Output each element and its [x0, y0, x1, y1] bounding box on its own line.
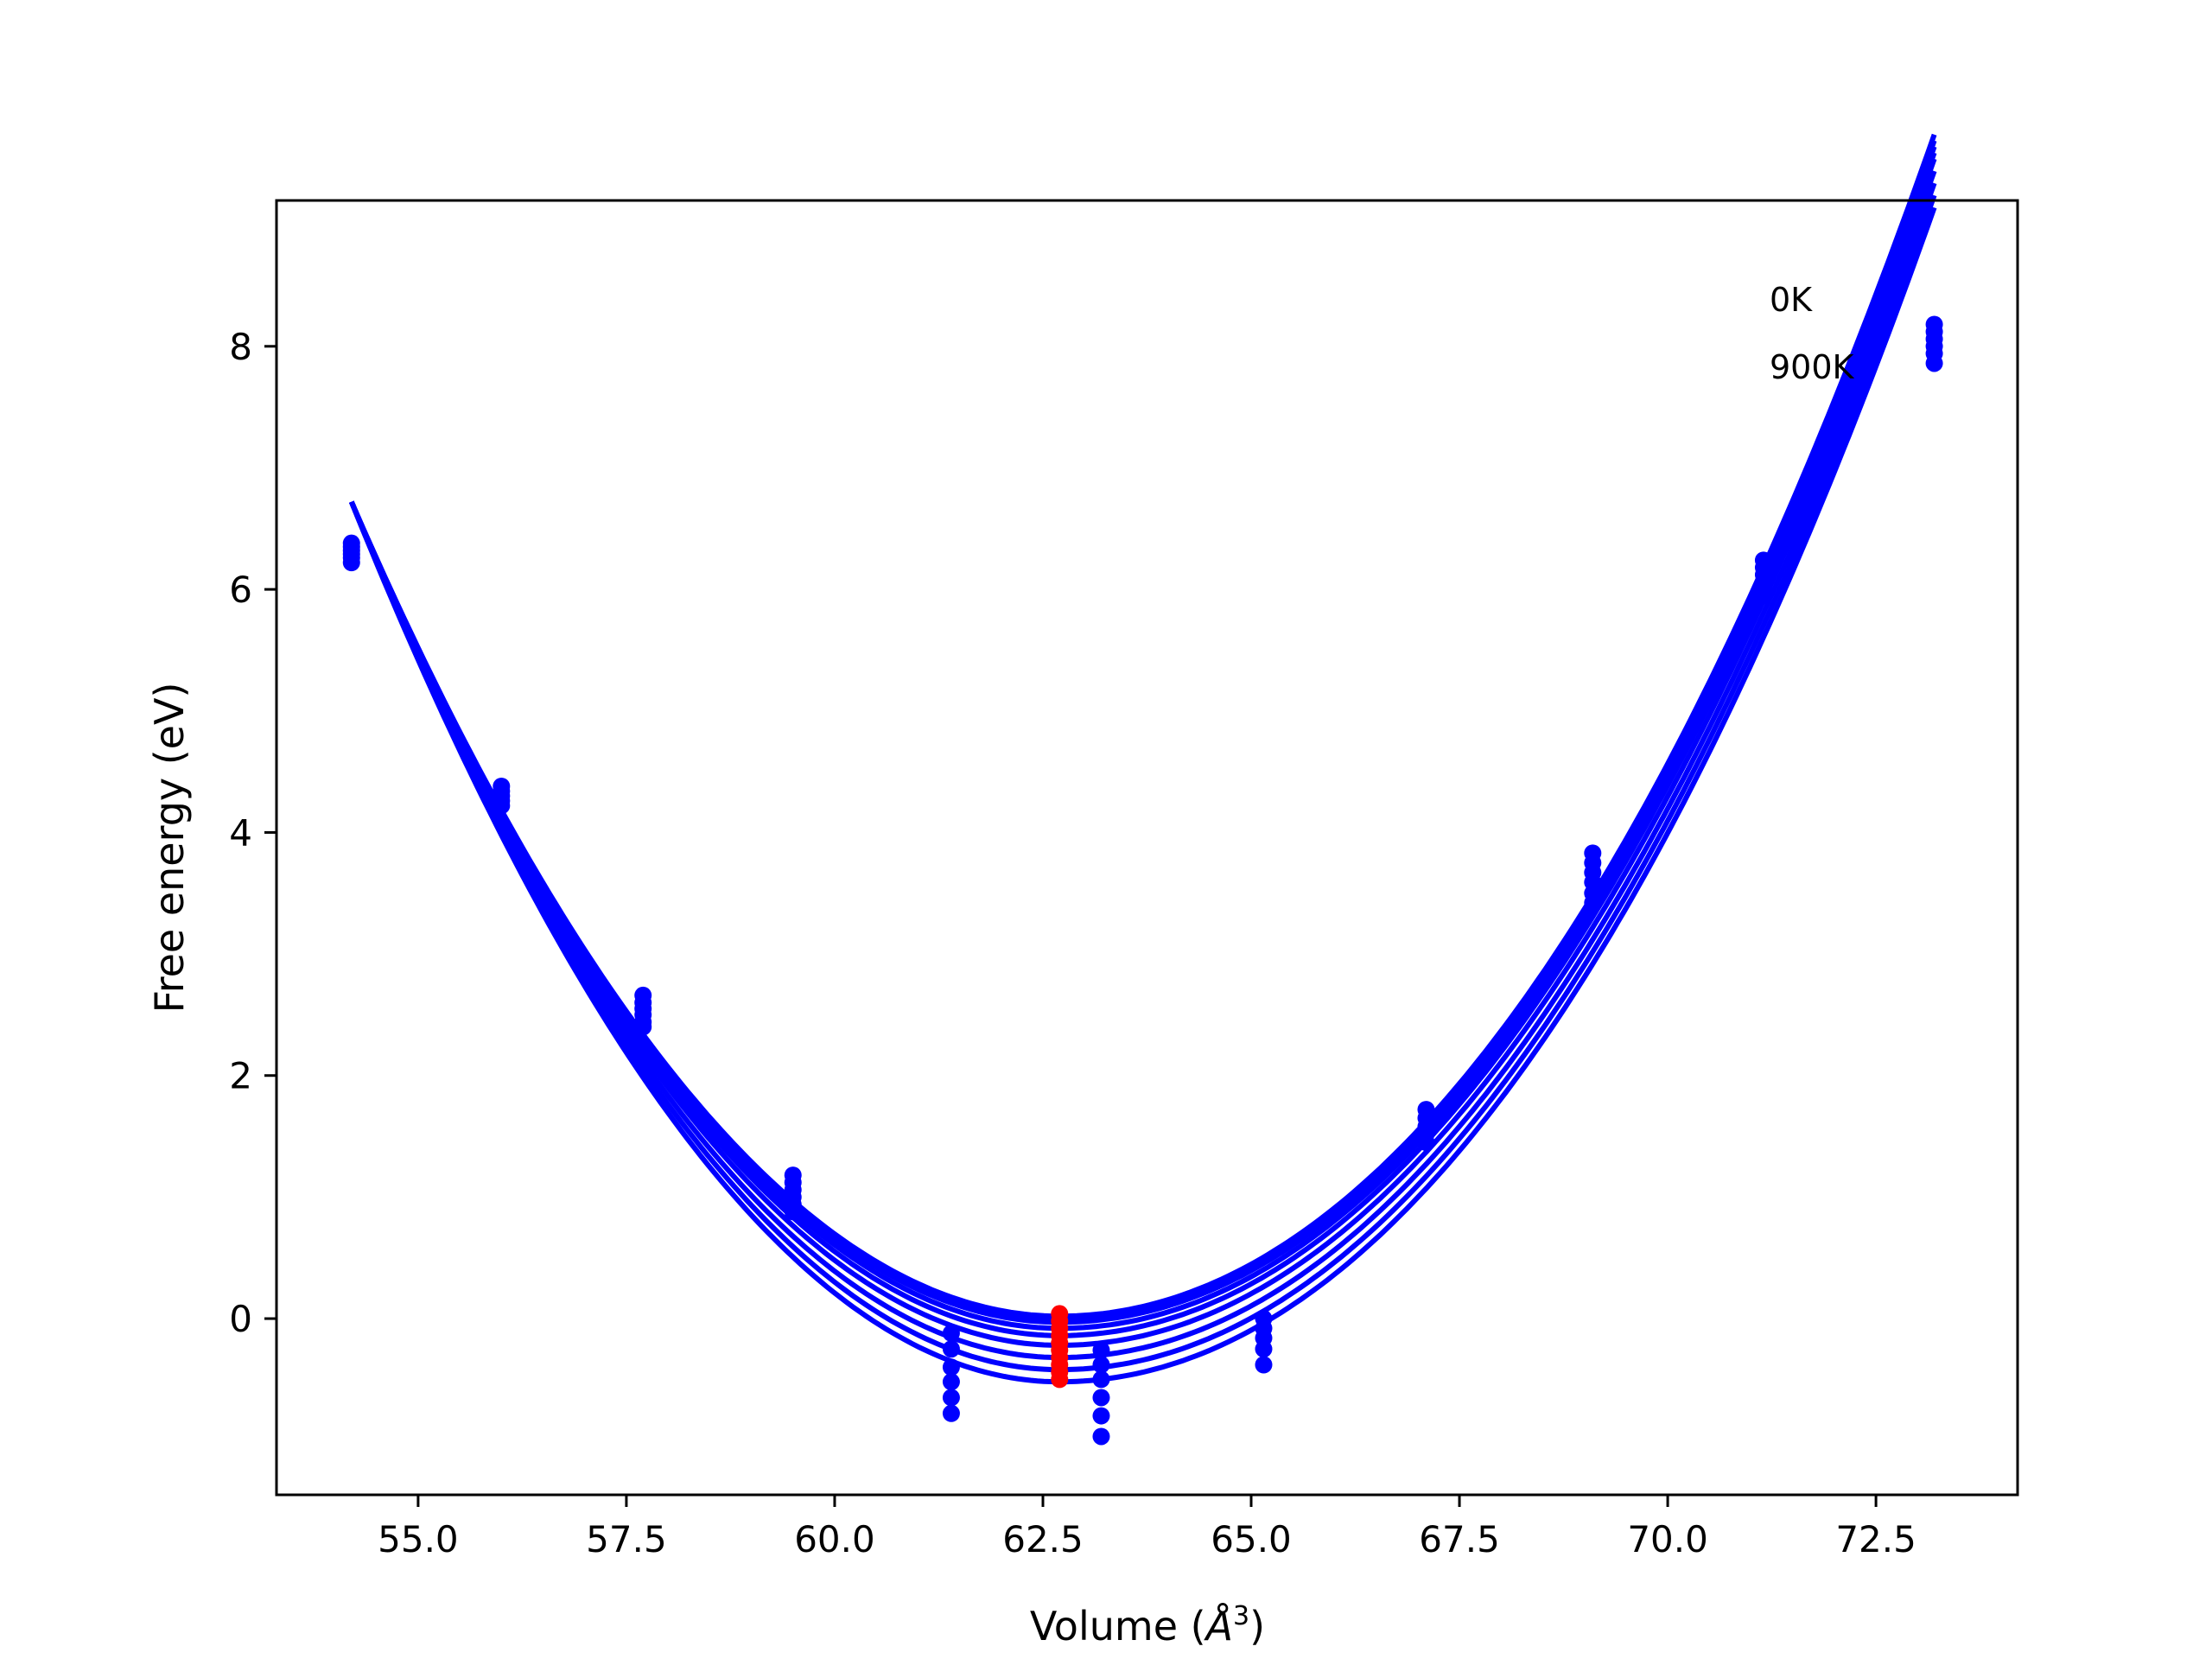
- x-axis-ticks: 55.0 57.5 60.0 62.5 65.0 67.5 70.0 72.5: [378, 1495, 1916, 1560]
- x-tick-label-5: 67.5: [1419, 1518, 1500, 1560]
- y-axis-title: Free energy (eV): [146, 683, 193, 1014]
- x-axis-title-exponent: 3: [1233, 1601, 1249, 1631]
- data-point-6-3: [1255, 1340, 1273, 1358]
- fit-curve-8: [349, 133, 1937, 1319]
- annotation-0k: 0K: [1770, 281, 1813, 319]
- y-tick-label-2: 4: [229, 811, 252, 854]
- data-point-4-0: [942, 1324, 960, 1342]
- y-tick-label-1: 2: [229, 1055, 252, 1097]
- data-point-5-1: [1092, 1356, 1110, 1374]
- data-point-1-4: [493, 797, 511, 815]
- data-point-3-5: [784, 1203, 802, 1221]
- data-point-5-2: [1092, 1370, 1110, 1389]
- data-point-0-5: [342, 554, 360, 572]
- data-point-4-4: [942, 1389, 960, 1407]
- fit-curve-3: [349, 170, 1937, 1348]
- minimum-point-9: [1051, 1370, 1069, 1389]
- data-point-4-5: [942, 1404, 960, 1422]
- x-tick-label-4: 65.0: [1211, 1518, 1292, 1560]
- data-point-7-4: [1417, 1134, 1435, 1152]
- fit-curve-2: [349, 182, 1937, 1360]
- data-point-2-5: [634, 1018, 652, 1036]
- x-tick-label-6: 70.0: [1627, 1518, 1708, 1560]
- x-axis-title-close: ): [1249, 1603, 1265, 1649]
- y-axis-ticks: 0 2 4 6 8: [229, 326, 276, 1340]
- y-tick-label-3: 6: [229, 569, 252, 611]
- data-point-10-5: [1925, 354, 1943, 372]
- y-tick-label-4: 8: [229, 326, 252, 368]
- data-point-9-5: [1754, 587, 1772, 605]
- data-point-5-3: [1092, 1389, 1110, 1407]
- x-axis-title: Volume (Å3): [1030, 1601, 1265, 1649]
- x-tick-label-0: 55.0: [378, 1518, 459, 1560]
- x-axis-title-text: Volume (: [1030, 1603, 1206, 1649]
- x-tick-label-1: 57.5: [586, 1518, 667, 1560]
- data-point-6-4: [1255, 1356, 1273, 1374]
- data-points: [342, 315, 1943, 1446]
- minimum-points: [1051, 1305, 1069, 1389]
- fit-curve-0: [349, 207, 1937, 1385]
- data-point-5-0: [1092, 1341, 1110, 1359]
- x-tick-label-7: 72.5: [1835, 1518, 1916, 1560]
- data-point-5-4: [1092, 1407, 1110, 1425]
- annotation-900k: 900K: [1770, 348, 1855, 386]
- data-point-4-3: [942, 1373, 960, 1391]
- x-axis-title-unit: Å: [1204, 1603, 1233, 1649]
- data-point-8-5: [1584, 893, 1602, 912]
- data-point-4-1: [942, 1340, 960, 1358]
- plot-frame: [275, 199, 2019, 1497]
- data-point-4-2: [942, 1358, 960, 1376]
- fit-curves: [349, 133, 1937, 1385]
- fit-curve-1: [349, 194, 1937, 1373]
- data-point-5-5: [1092, 1427, 1110, 1446]
- x-tick-label-2: 60.0: [794, 1518, 875, 1560]
- y-tick-label-0: 0: [229, 1298, 252, 1340]
- x-tick-label-3: 62.5: [1002, 1518, 1084, 1560]
